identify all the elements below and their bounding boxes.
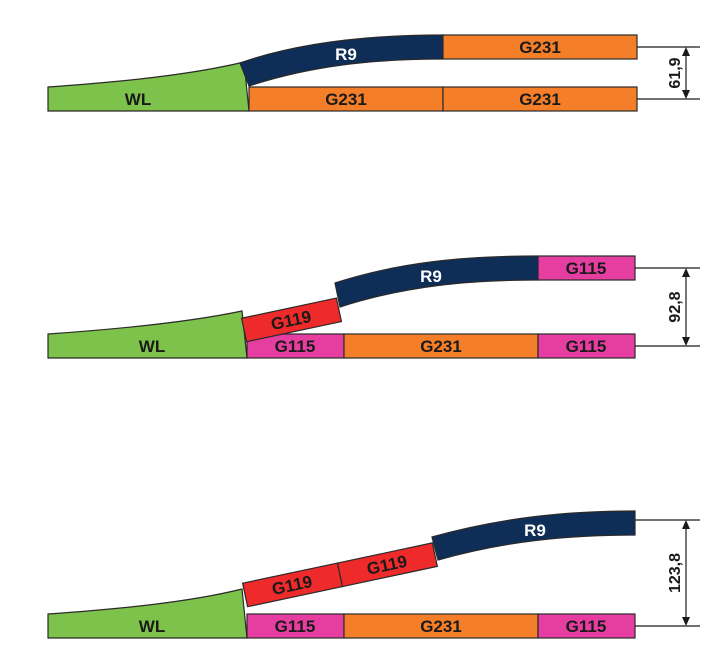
g119-branch-piece-2 — [336, 542, 439, 588]
r9-label: R9 — [420, 267, 442, 286]
g115-label-2: G115 — [566, 337, 607, 356]
dimension-label: 61,9 — [667, 57, 684, 88]
wl-turnout-piece — [47, 588, 248, 639]
g115-label-2: G115 — [566, 617, 607, 636]
g231-branch-label: G231 — [519, 38, 561, 57]
diagram-1: WL G231 G231 R9 G231 61,9 — [47, 34, 700, 112]
wl-turnout-piece — [47, 310, 248, 359]
g231-straight-piece-1 — [248, 86, 444, 112]
r9-label: R9 — [335, 45, 357, 64]
wl-label: WL — [139, 337, 165, 356]
g231-label-1: G231 — [325, 90, 367, 109]
dimension-marker: 123,8 — [635, 519, 700, 627]
g115-branch-piece — [537, 255, 636, 281]
g231-label: G231 — [420, 617, 462, 636]
r9-curve-piece — [431, 510, 636, 561]
dimension-marker: 92,8 — [635, 267, 700, 347]
dimension-label: 123,8 — [667, 553, 684, 593]
g115-branch-label: G115 — [566, 259, 607, 278]
wl-label: WL — [139, 617, 165, 636]
r9-label: R9 — [524, 521, 546, 540]
g231-label-2: G231 — [519, 90, 561, 109]
g115-label-1: G115 — [275, 617, 316, 636]
diagram-3: WL G115 G231 G115 G119 G119 R9 123,8 — [47, 510, 700, 639]
g119-branch-piece — [240, 297, 343, 343]
g231-straight-piece — [343, 613, 539, 639]
g115-label-1: G115 — [275, 337, 316, 356]
dimension-marker: 61,9 — [637, 46, 700, 100]
diagram-2: WL G115 G231 G115 G119 R9 G115 92,8 — [47, 255, 700, 359]
wl-label: WL — [125, 90, 151, 109]
g231-label: G231 — [420, 337, 462, 356]
dimension-label: 92,8 — [667, 291, 684, 322]
